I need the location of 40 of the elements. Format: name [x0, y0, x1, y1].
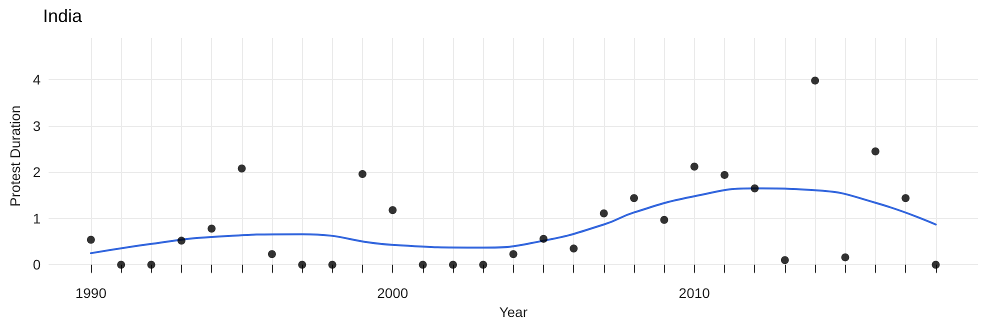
point: [177, 236, 186, 245]
point: [86, 236, 95, 244]
point: [932, 260, 940, 269]
point: [811, 76, 820, 85]
point: [418, 260, 427, 269]
point: [690, 162, 698, 171]
point: [750, 184, 759, 192]
y-tick-label: 2: [32, 164, 41, 180]
point: [570, 244, 578, 253]
point: [388, 206, 397, 214]
point: [841, 253, 850, 262]
point: [780, 256, 789, 264]
point: [328, 260, 336, 269]
point: [479, 260, 488, 269]
point: [630, 194, 638, 202]
point: [358, 170, 366, 178]
point: [298, 260, 306, 269]
y-tick-label: 3: [32, 118, 41, 134]
point: [720, 170, 729, 179]
point: [902, 194, 910, 202]
x-tick-label: 1990: [75, 285, 107, 301]
point: [540, 234, 548, 243]
point: [147, 260, 156, 269]
x-tick-label: 2010: [678, 285, 710, 301]
point: [871, 147, 880, 156]
x-axis-title: Year: [499, 304, 528, 320]
x-tick-label: 2000: [377, 285, 408, 301]
y-tick-label: 0: [32, 256, 41, 273]
y-axis-title: Protest Duration: [7, 105, 23, 207]
point: [449, 260, 457, 269]
y-tick-label: 1: [32, 210, 41, 226]
point: [117, 260, 126, 269]
point: [660, 216, 668, 224]
point: [268, 250, 276, 258]
point: [238, 164, 246, 172]
point: [509, 250, 518, 258]
point: [600, 209, 608, 218]
point: [208, 224, 216, 233]
chart-title: India: [43, 6, 84, 26]
y-tick-label: 4: [32, 72, 41, 88]
